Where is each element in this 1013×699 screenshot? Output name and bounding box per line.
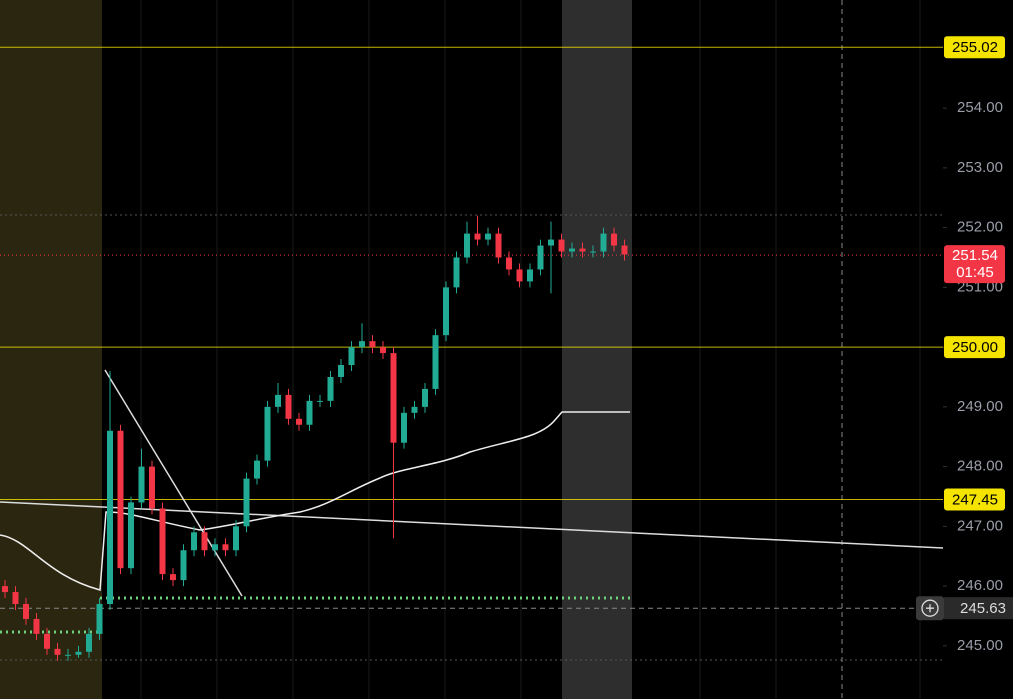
add-alert-button[interactable]: [916, 596, 944, 621]
price-level-label: 255.02: [952, 39, 998, 56]
candle-body: [495, 233, 502, 258]
y-tick-label: 254.00: [957, 99, 1003, 116]
candle-body: [222, 544, 229, 551]
candle-body: [621, 245, 628, 255]
candle-body: [306, 400, 313, 425]
y-tick-label: 246.00: [957, 577, 1003, 594]
crosshair-label: 245.63: [960, 600, 1006, 617]
price-level-tag: [944, 488, 1005, 511]
candle-body: [537, 245, 544, 270]
candle-body: [12, 592, 19, 605]
session-shade: [562, 0, 632, 699]
candle-body: [65, 654, 71, 656]
candle-body: [380, 347, 386, 354]
candle-body: [128, 502, 134, 569]
candle-body: [600, 233, 607, 252]
candle-body: [233, 526, 239, 551]
candle-body: [243, 478, 250, 527]
candle-body: [317, 400, 323, 402]
y-tick-label: 247.00: [957, 517, 1003, 534]
candle-body: [527, 269, 533, 282]
candle-body: [149, 466, 155, 509]
session-shade: [0, 0, 102, 699]
add-alert-icon: [921, 599, 939, 617]
candle-body: [485, 233, 491, 240]
candle-body: [44, 633, 50, 649]
candle-body: [86, 633, 92, 652]
vertical-grid: [140, 0, 921, 699]
candle-body: [611, 233, 617, 246]
price-level-label: 250.00: [952, 339, 998, 356]
candle-body: [191, 532, 197, 551]
price-level-tag: [944, 336, 1005, 359]
y-tick-label: 253.00: [957, 159, 1003, 176]
candle-body: [212, 544, 218, 551]
candle-body: [285, 394, 292, 419]
candle-body: [348, 347, 355, 366]
candle-body: [432, 335, 439, 389]
candle-body: [401, 412, 407, 443]
candle-body: [443, 287, 449, 336]
candle-body: [453, 257, 460, 288]
candle-body: [390, 353, 397, 443]
candle-body: [327, 376, 334, 401]
price-level-label: 247.45: [952, 491, 998, 508]
y-tick-label: 249.00: [957, 398, 1003, 415]
candle-body: [33, 618, 40, 634]
candle-body: [54, 648, 61, 655]
candle-body: [369, 341, 376, 348]
candle-body: [569, 248, 575, 252]
candle-body: [264, 406, 271, 461]
candle-body: [254, 460, 260, 479]
candle-body: [75, 651, 82, 655]
candle-body: [159, 508, 166, 575]
candle-body: [590, 251, 596, 253]
y-tick-label: 248.00: [957, 458, 1003, 475]
candle-body: [201, 532, 208, 551]
candle-body: [296, 418, 302, 425]
candle-body: [464, 233, 470, 258]
crosshair-tag: [944, 597, 1013, 620]
candle-body: [117, 430, 124, 569]
candle-body: [516, 269, 523, 282]
candle-body: [506, 257, 512, 270]
candle-body: [359, 341, 365, 348]
candle-body: [422, 388, 428, 407]
candle-body: [411, 406, 418, 413]
last-price-label: 251.54: [952, 247, 998, 264]
candle-body: [170, 574, 176, 581]
y-tick-label: 245.00: [957, 637, 1003, 654]
candle-body: [2, 586, 8, 593]
vwap-line: [0, 411, 630, 591]
price-level-tag: [944, 36, 1005, 59]
trend-line: [0, 501, 944, 549]
add-alert-plus: [926, 604, 934, 613]
last-price-tag: [944, 245, 1005, 284]
candle-body: [338, 365, 344, 377]
candle-body: [548, 239, 554, 246]
candle-body: [474, 233, 481, 240]
candle-body: [107, 430, 113, 605]
candle-body: [579, 248, 586, 252]
trend-line: [104, 369, 243, 597]
candle-body: [275, 394, 281, 407]
candle-body: [558, 239, 565, 252]
y-tick-label: 252.00: [957, 219, 1003, 236]
candle-body: [138, 466, 145, 503]
candle-body: [180, 550, 187, 581]
countdown-label: 01:45: [956, 264, 994, 281]
candle-body: [96, 604, 103, 634]
candle-body: [23, 604, 29, 619]
